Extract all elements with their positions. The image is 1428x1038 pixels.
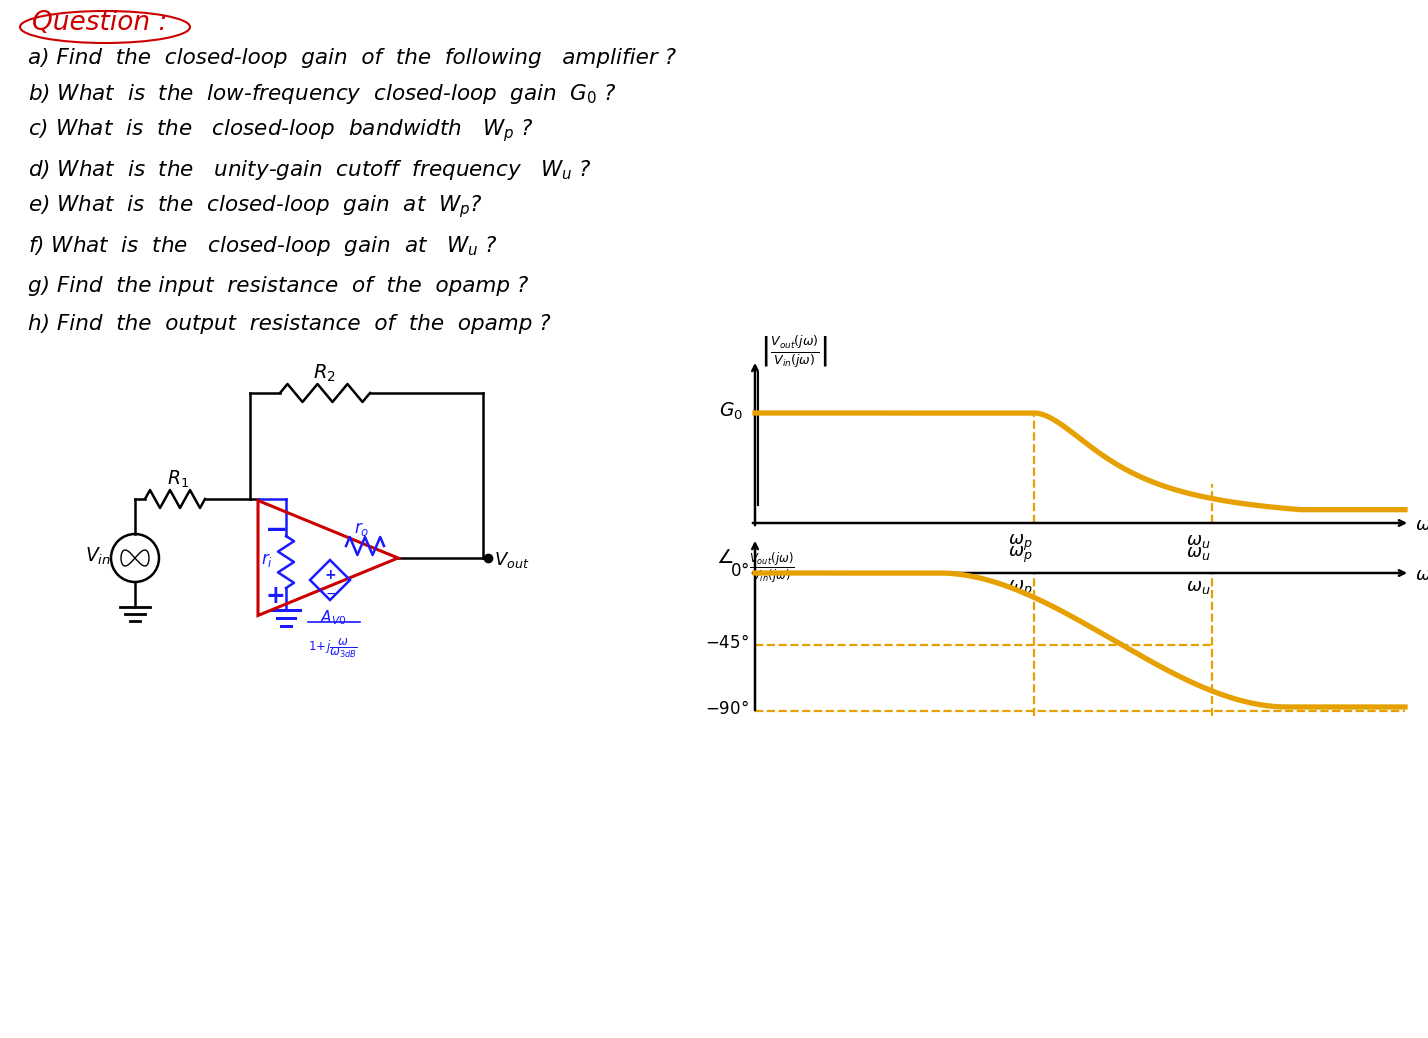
Text: $V_{out}$: $V_{out}$ bbox=[494, 550, 530, 570]
Text: +: + bbox=[326, 568, 337, 582]
Text: $\omega_u$: $\omega_u$ bbox=[1185, 532, 1211, 550]
Text: $\omega$: $\omega$ bbox=[1415, 516, 1428, 534]
Text: Question :: Question : bbox=[31, 10, 167, 36]
Text: $1\!+\!j\dfrac{\omega}{\omega_{3dB}}$: $1\!+\!j\dfrac{\omega}{\omega_{3dB}}$ bbox=[308, 636, 357, 660]
Text: $r_o$: $r_o$ bbox=[354, 520, 370, 538]
Text: b) What  is  the  low-frequency  closed-loop  gain  $G_0$ ?: b) What is the low-frequency closed-loop… bbox=[29, 82, 617, 106]
Text: $\omega$: $\omega$ bbox=[1415, 566, 1428, 584]
Text: $\left|\frac{V_{out}(j\omega)}{V_{in}(j\omega)}\right|$: $\left|\frac{V_{out}(j\omega)}{V_{in}(j\… bbox=[760, 334, 828, 370]
Text: $\omega_p$: $\omega_p$ bbox=[1008, 579, 1032, 599]
Text: $G_0$: $G_0$ bbox=[718, 401, 743, 421]
Text: $V_{in}$: $V_{in}$ bbox=[86, 545, 111, 567]
Text: $\frac{V_{out}(j\omega)}{V_{in}(j\omega)}$: $\frac{V_{out}(j\omega)}{V_{in}(j\omega)… bbox=[750, 551, 795, 586]
Text: $R_1$: $R_1$ bbox=[167, 469, 188, 490]
Text: $\omega_u$: $\omega_u$ bbox=[1185, 578, 1211, 596]
Text: f) What  is  the   closed-loop  gain  at   $W_u$ ?: f) What is the closed-loop gain at $W_u$… bbox=[29, 234, 497, 258]
Text: g) Find  the input  resistance  of  the  opamp ?: g) Find the input resistance of the opam… bbox=[29, 276, 528, 296]
Text: $\omega_p$: $\omega_p$ bbox=[1008, 545, 1032, 565]
Text: d) What  is  the   unity-gain  cutoff  frequency   $W_u$ ?: d) What is the unity-gain cutoff frequen… bbox=[29, 158, 591, 182]
Text: $\omega_p$: $\omega_p$ bbox=[1008, 532, 1032, 553]
Text: $\angle$: $\angle$ bbox=[715, 548, 733, 567]
Text: a) Find  the  closed-loop  gain  of  the  following   amplifier ?: a) Find the closed-loop gain of the foll… bbox=[29, 48, 675, 69]
Text: −: − bbox=[266, 516, 288, 544]
Text: $r_i$: $r_i$ bbox=[261, 551, 273, 569]
Text: h) Find  the  output  resistance  of  the  opamp ?: h) Find the output resistance of the opa… bbox=[29, 315, 551, 334]
Text: $A_{V0}$: $A_{V0}$ bbox=[320, 608, 347, 627]
Text: e) What  is  the  closed-loop  gain  at  $W_p$?: e) What is the closed-loop gain at $W_p$… bbox=[29, 193, 483, 220]
Text: $R_2$: $R_2$ bbox=[313, 363, 336, 384]
Text: −: − bbox=[326, 588, 337, 601]
Text: c) What  is  the   closed-loop  bandwidth   $W_p$ ?: c) What is the closed-loop bandwidth $W_… bbox=[29, 117, 533, 144]
Text: $0°$: $0°$ bbox=[730, 562, 750, 580]
Text: $\omega_u$: $\omega_u$ bbox=[1185, 544, 1211, 562]
Text: +: + bbox=[266, 584, 284, 608]
Text: $-90°$: $-90°$ bbox=[705, 700, 750, 718]
Text: $-45°$: $-45°$ bbox=[705, 634, 750, 652]
